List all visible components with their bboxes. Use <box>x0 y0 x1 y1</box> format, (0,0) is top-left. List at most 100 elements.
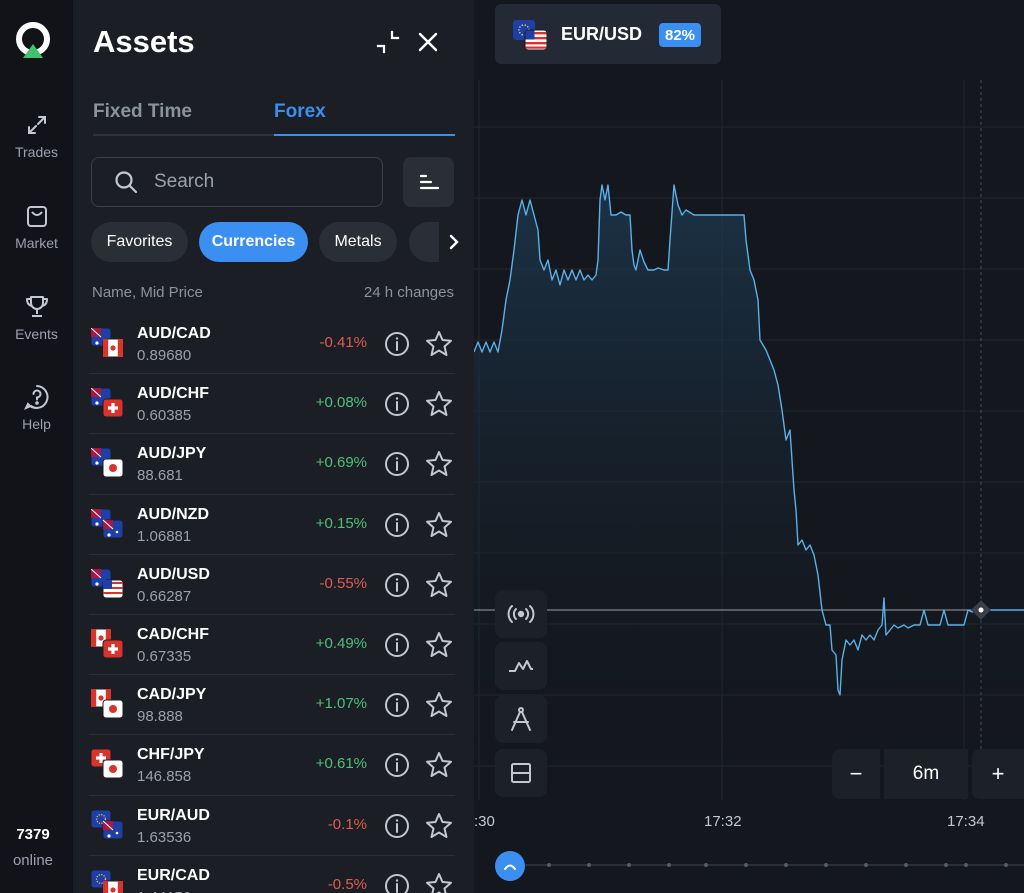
asset-pair-name: EUR/AUD <box>137 806 210 824</box>
asset-mid-price: 0.89680 <box>137 347 192 364</box>
favorite-star-icon[interactable] <box>425 751 453 779</box>
payout-badge: 82% <box>659 23 702 47</box>
info-icon[interactable] <box>384 692 410 718</box>
help-bubble-icon <box>23 385 48 410</box>
timeline-dot <box>964 863 968 867</box>
asset-row[interactable]: EUR/AUD 1.63536 -0.1% <box>89 796 455 856</box>
tab-forex[interactable]: Forex <box>274 101 326 122</box>
list-header: Name, Mid Price 24 h changes <box>92 284 454 301</box>
favorite-star-icon[interactable] <box>425 631 453 659</box>
chevron-right-icon <box>449 234 459 250</box>
left-rail: Trades Market Events Help <box>0 0 73 893</box>
timeline-dot <box>627 863 631 867</box>
compass-icon <box>511 707 531 731</box>
search-box <box>91 157 383 207</box>
timeline-dot <box>864 863 868 867</box>
asset-mid-price: 1.44150 <box>137 889 191 893</box>
timeframe-label[interactable]: 6m <box>884 749 968 799</box>
list-header-change: 24 h changes <box>363 284 454 301</box>
time-axis-label: :30 <box>474 813 495 830</box>
zoom-in-button[interactable]: + <box>972 749 1024 799</box>
currency-pair-flag-icon <box>91 689 124 719</box>
price-chart[interactable] <box>474 0 1024 893</box>
chip-metals[interactable]: Metals <box>319 222 397 262</box>
info-icon[interactable] <box>384 752 410 778</box>
currency-pair-flag-icon <box>91 809 124 839</box>
asset-mid-price: 88.681 <box>137 467 183 485</box>
info-icon[interactable] <box>384 391 410 417</box>
timeline-handle-button[interactable] <box>495 851 525 881</box>
info-icon[interactable] <box>384 331 410 357</box>
asset-mid-price: 0.66287 <box>137 587 192 605</box>
rail-item-help[interactable]: Help <box>0 384 73 432</box>
asset-24h-change: +0.15% <box>315 514 367 532</box>
asset-pair-name: AUD/NZD <box>137 505 209 523</box>
asset-row[interactable]: AUD/CAD 0.89680 -0.41% <box>89 314 455 375</box>
favorite-star-icon[interactable] <box>425 450 453 478</box>
favorite-star-icon[interactable] <box>425 511 453 539</box>
asset-row[interactable]: AUD/NZD 1.06881 +0.15% <box>89 495 455 555</box>
collapse-icon <box>376 30 400 54</box>
asset-row[interactable]: CAD/JPY 98.888 +1.07% <box>89 675 455 736</box>
chip-favorites[interactable]: Favorites <box>91 222 188 262</box>
info-icon[interactable] <box>384 451 410 477</box>
tab-fixed-time[interactable]: Fixed Time <box>93 101 192 122</box>
asset-pair-name: CAD/CHF <box>137 625 209 643</box>
active-tab-indicator <box>274 134 455 136</box>
favorite-star-icon[interactable] <box>425 330 453 358</box>
trophy-icon <box>25 296 48 317</box>
favorite-star-icon[interactable] <box>425 390 453 418</box>
timeline-dot <box>587 863 591 867</box>
info-icon[interactable] <box>384 632 410 658</box>
currency-pair-flag-icon <box>91 568 124 599</box>
asset-pair-name: AUD/USD <box>137 565 210 583</box>
asset-row[interactable]: AUD/USD 0.66287 -0.55% <box>89 555 455 615</box>
rail-item-events[interactable]: Events <box>0 294 73 342</box>
chart-type-button[interactable] <box>495 642 547 690</box>
asset-row[interactable]: CHF/JPY 146.858 +0.61% <box>89 735 455 796</box>
asset-24h-change: -0.41% <box>319 334 367 351</box>
line-chart-icon <box>509 660 533 672</box>
close-button[interactable] <box>413 27 443 57</box>
asset-24h-change: +0.61% <box>315 755 367 773</box>
timeline-dot <box>1004 863 1008 867</box>
asset-pair-name: AUD/CAD <box>137 325 211 342</box>
drawing-tools-button[interactable] <box>495 695 547 743</box>
brand-logo-icon[interactable] <box>14 22 52 60</box>
info-icon[interactable] <box>384 813 410 839</box>
asset-row[interactable]: CAD/CHF 0.67335 +0.49% <box>89 615 455 676</box>
info-icon[interactable] <box>384 572 410 598</box>
eur-usd-flag-icon <box>513 20 547 50</box>
asset-24h-change: -0.55% <box>319 574 367 592</box>
asset-row[interactable]: AUD/JPY 88.681 +0.69% <box>89 434 455 495</box>
info-icon[interactable] <box>384 512 410 538</box>
chip-currencies[interactable]: Currencies <box>199 222 308 262</box>
sort-button[interactable] <box>403 157 454 207</box>
rail-item-trades[interactable]: Trades <box>0 112 73 160</box>
search-input[interactable] <box>154 171 354 193</box>
list-header-name: Name, Mid Price <box>92 284 203 301</box>
chips-scroll-right-button[interactable] <box>439 222 469 262</box>
split-layout-icon <box>511 763 531 783</box>
live-signal-button[interactable] <box>495 590 547 638</box>
rail-item-label: Market <box>15 235 58 251</box>
timeline-dot <box>704 863 708 867</box>
asset-mid-price: 1.06881 <box>137 527 192 545</box>
asset-24h-change: +1.07% <box>315 695 367 713</box>
rail-item-market[interactable]: Market <box>0 203 73 251</box>
asset-row[interactable]: AUD/CHF 0.60385 +0.08% <box>89 374 455 435</box>
favorite-star-icon[interactable] <box>425 812 453 840</box>
favorite-star-icon[interactable] <box>425 872 453 893</box>
search-icon <box>115 171 138 194</box>
price-area-fill <box>474 185 1024 800</box>
asset-row[interactable]: EUR/CAD 1.44150 -0.5% <box>89 856 455 893</box>
info-icon[interactable] <box>384 873 410 893</box>
asset-mid-price: 0.60385 <box>137 407 192 425</box>
zoom-out-button[interactable]: − <box>832 749 880 799</box>
favorite-star-icon[interactable] <box>425 571 453 599</box>
favorite-star-icon[interactable] <box>425 691 453 719</box>
collapse-button[interactable] <box>373 27 403 57</box>
timeline-dot <box>944 863 948 867</box>
layout-button[interactable] <box>495 749 547 797</box>
current-asset-pill[interactable]: EUR/USD 82% <box>495 4 721 64</box>
